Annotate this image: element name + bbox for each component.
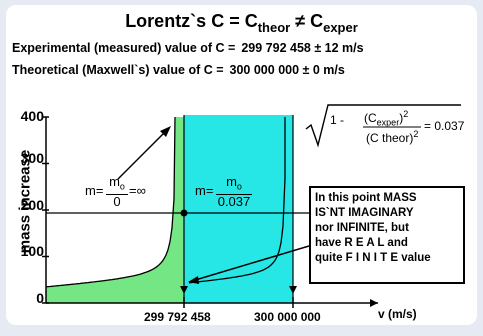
series-line-right-curve xyxy=(188,117,286,284)
formula-numerator: (Cexper)2 xyxy=(364,109,409,128)
y-tick-label: 300 xyxy=(20,150,44,166)
green-region xyxy=(46,117,184,303)
annotation-line: IS`NT IMAGINARY xyxy=(315,207,414,219)
mass-label-left-suffix: =∞ xyxy=(129,183,146,198)
annotation-line: In this point MASS xyxy=(315,192,417,204)
x-axis-arrowhead xyxy=(370,299,378,307)
x-tick-label: 299 792 458 xyxy=(144,310,211,324)
arrow-down-icon xyxy=(289,286,297,294)
mass-label-right-fraction: mo 0.037 xyxy=(216,174,252,209)
y-tick-label: 400 xyxy=(20,108,44,124)
mass-label-right-prefix: m= xyxy=(195,183,214,198)
y-tick-label: 200 xyxy=(20,197,44,213)
sqrt-sign-icon xyxy=(305,104,461,148)
marked-point xyxy=(180,209,188,217)
pointer-arrow-infinity xyxy=(117,130,167,180)
annotation-line: nor INFINITE, but xyxy=(315,222,409,234)
annotation-line: quite F I N I T E value xyxy=(315,252,431,264)
mass-label-left-fraction: mo 0 xyxy=(106,175,128,209)
pointer-arrow-note xyxy=(191,245,310,282)
mass-label-left-prefix: m= xyxy=(85,183,104,198)
annotation-box: In this point MASS IS`NT IMAGINARY nor I… xyxy=(309,186,465,284)
annotation-line: have R E A L and xyxy=(315,237,408,249)
experimental-value-line: Experimental (measured) value of C = 299 … xyxy=(12,41,364,55)
theoretical-value-line: Theoretical (Maxwell`s) value of C = 300 … xyxy=(12,63,345,77)
chart-title: Lorentz`s C = Ctheor ≠ Cexper xyxy=(125,11,358,35)
arrow-head-icon xyxy=(188,276,199,284)
x-axis-label: v (m/s) xyxy=(378,307,417,321)
figure: Lorentz`s C = Ctheor ≠ Cexper Experiment… xyxy=(6,5,477,325)
series-line-left-curve xyxy=(45,116,176,288)
formula-result: = 0.037 xyxy=(424,119,465,133)
arrow-head-icon xyxy=(160,126,171,137)
y-tick-label: 0 xyxy=(36,290,44,306)
y-tick-label: 100 xyxy=(20,243,44,259)
formula-lead: 1 - xyxy=(330,113,345,127)
x-tick-label: 300 000 000 xyxy=(254,310,321,324)
arrow-down-icon xyxy=(180,286,188,294)
cyan-region xyxy=(184,115,293,303)
chart-canvas xyxy=(42,104,461,308)
formula-denominator: (C theor)2 xyxy=(366,129,419,145)
